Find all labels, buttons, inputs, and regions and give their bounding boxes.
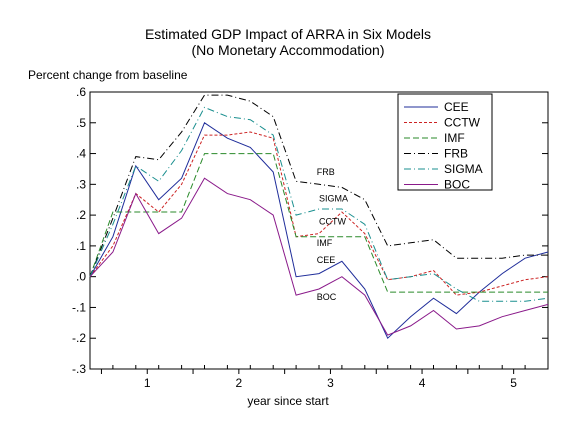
x-tick-label: 1 [144, 376, 151, 390]
y-tick-label: -.1 [72, 300, 86, 314]
annotation-boc: BOC [317, 292, 337, 302]
chart-title: Estimated GDP Impact of ARRA in Six Mode… [144, 26, 432, 42]
legend-label-frb: FRB [444, 147, 468, 161]
annotation-cctw: CCTW [319, 216, 346, 226]
series-line-frb [89, 94, 548, 277]
series-line-cctw [89, 131, 549, 296]
y-tick-label: .0 [76, 270, 86, 284]
y-tick-label: .3 [76, 177, 86, 191]
series-line-sigma [89, 106, 549, 302]
x-tick-label: 3 [327, 376, 334, 390]
y-tick-label: -.3 [72, 362, 86, 376]
x-tick-label: 2 [236, 376, 243, 390]
x-axis-label: year since start [247, 394, 329, 408]
series-line-imf [89, 153, 548, 293]
legend-box [397, 93, 493, 191]
series-line-boc [89, 177, 549, 336]
y-tick-label: .4 [76, 147, 86, 161]
y-tick-label: .1 [76, 239, 86, 253]
series-line-cee [89, 122, 549, 340]
legend-label-cee: CEE [444, 100, 469, 114]
annotation-imf: IMF [317, 238, 333, 248]
y-tick-label: -.2 [72, 331, 86, 345]
chart-subtitle: (No Monetary Accommodation) [191, 42, 385, 58]
y-tick-label: .6 [76, 85, 86, 99]
legend-label-imf: IMF [444, 131, 465, 145]
y-tick-label: .2 [76, 208, 86, 222]
x-tick-label: 4 [419, 376, 426, 390]
y-axis-label: Percent change from baseline [28, 68, 188, 82]
legend-label-boc: BOC [444, 178, 470, 192]
x-tick-label: 5 [510, 376, 517, 390]
y-tick-label: .5 [76, 116, 86, 130]
annotation-frb: FRB [317, 167, 335, 177]
annotation-cee: CEE [317, 255, 336, 265]
annotation-sigma: SIGMA [319, 193, 348, 203]
legend-label-cctw: CCTW [444, 116, 481, 130]
legend-label-sigma: SIGMA [444, 162, 483, 176]
